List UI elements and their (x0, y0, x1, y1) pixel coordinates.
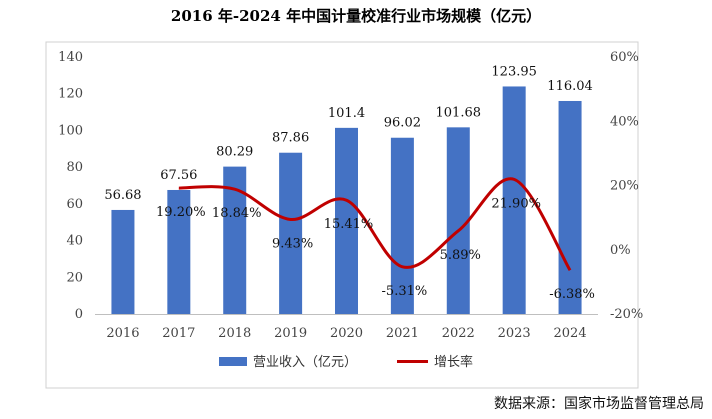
left-tick-label: 120 (58, 87, 83, 102)
left-axis-ticks: 0 20 40 60 80 100 120 140 (58, 50, 83, 322)
bar-value-label: 123.95 (491, 64, 537, 79)
x-tick-label: 2021 (386, 326, 419, 341)
growth-rate-label: 9.43% (272, 236, 313, 251)
bar-series (111, 86, 582, 315)
bar (223, 166, 247, 314)
bar-value-label: 56.68 (104, 188, 141, 203)
left-tick-label: 140 (58, 50, 83, 65)
x-tick-label: 2020 (330, 326, 363, 341)
bar-value-label: 116.04 (547, 79, 593, 94)
x-axis-ticks: 2016 2017 2018 2019 2020 2021 2022 2023 2024 (106, 326, 586, 341)
legend: 营业收入（亿元） 增长率 (219, 354, 473, 370)
legend-line-label: 增长率 (434, 354, 473, 370)
bar-value-label: 96.02 (384, 116, 421, 131)
source-note: 数据来源：国家市场监督管理总局 (494, 396, 704, 412)
right-tick-label: 20% (610, 179, 639, 194)
bar-value-label: 80.29 (216, 145, 253, 160)
chart-title: 2016 年-2024 年中国计量校准行业市场规模（亿元） (170, 7, 542, 25)
plot-frame (45, 41, 639, 389)
x-tick-label: 2018 (218, 326, 251, 341)
x-tick-label: 2019 (274, 326, 307, 341)
left-tick-label: 0 (75, 307, 83, 322)
bar (502, 86, 526, 314)
left-tick-label: 60 (66, 197, 83, 212)
bar (558, 100, 582, 315)
legend-bar-label: 营业收入（亿元） (253, 355, 357, 370)
right-tick-label: 60% (610, 50, 639, 65)
x-tick-label: 2017 (162, 326, 195, 341)
bar (279, 152, 303, 314)
growth-rate-labels: 19.20% 18.84% 9.43% 15.41% -5.31% 5.89% 21.90%… (156, 196, 595, 302)
growth-rate-label: 18.84% (212, 206, 262, 221)
bar-value-label: 67.56 (160, 168, 197, 183)
x-tick-label: 2022 (442, 326, 475, 341)
left-tick-label: 80 (66, 160, 83, 175)
right-tick-label: -20% (610, 307, 643, 322)
growth-rate-label: -5.31% (382, 284, 428, 299)
bar-value-label: 101.4 (328, 106, 365, 121)
x-tick-label: 2016 (106, 326, 139, 341)
right-tick-label: 0% (610, 243, 631, 258)
left-tick-label: 100 (58, 123, 83, 138)
growth-rate-label: 19.20% (156, 205, 206, 220)
left-tick-label: 40 (66, 234, 83, 249)
bar (446, 127, 470, 314)
bar (167, 189, 191, 314)
left-tick-label: 20 (66, 270, 83, 285)
bar-value-label: 101.68 (436, 105, 482, 120)
x-tick-label: 2024 (554, 326, 587, 341)
growth-rate-label: 21.90% (491, 196, 541, 211)
bar (335, 127, 358, 314)
bar (390, 137, 414, 314)
bar-labels: 56.68 67.56 80.29 87.86 101.4 96.02 101.68 123.… (104, 64, 592, 202)
growth-rate-label: 5.89% (440, 248, 481, 263)
legend-bar-swatch (219, 357, 247, 366)
right-axis-ticks: -20% 0% 20% 40% 60% (610, 50, 643, 322)
bar (111, 209, 135, 314)
right-tick-label: 40% (610, 114, 639, 129)
growth-rate-label: 15.41% (324, 217, 374, 232)
growth-rate-line (178, 177, 572, 272)
growth-rate-label: -6.38% (549, 287, 595, 302)
bar-value-label: 87.86 (272, 131, 309, 146)
x-tick-label: 2023 (498, 326, 531, 341)
